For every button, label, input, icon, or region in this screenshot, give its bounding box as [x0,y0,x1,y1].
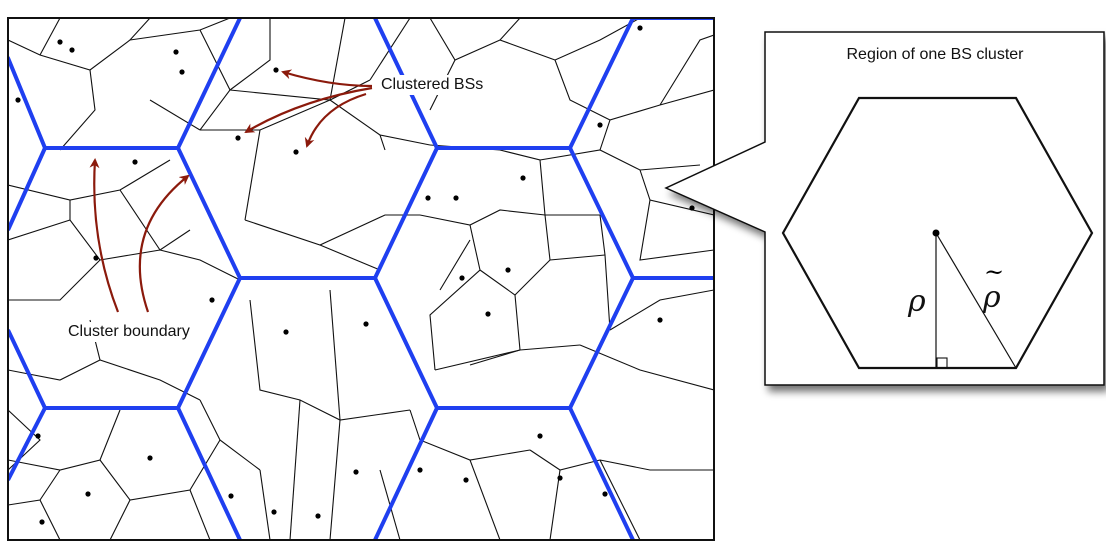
arrow-bs-3 [304,92,367,148]
cluster-boundary-label: Cluster boundary [62,322,196,342]
rho-tilde-symbol: ρ [983,280,1001,315]
clustered-bss-label: Clustered BSs [375,75,490,95]
rho-tilde-line [935,232,1017,369]
tessellation-frame [7,17,715,541]
arrow-bs-2 [244,86,373,134]
arrow-boundary-1 [89,158,120,313]
rho-symbol: ρ [908,284,926,319]
cluster-center-point [932,229,940,237]
right-angle-marker [936,357,948,369]
arrow-boundary-2 [138,174,190,313]
tilde-accent: ~ [984,258,1005,286]
base-stations [15,25,695,525]
annotation-arrows [89,69,373,313]
arrow-bs-1 [281,69,373,88]
cluster-boundaries [8,18,714,540]
panel-title: Region of one BS cluster [846,46,1024,63]
cluster-region-panel [664,31,1105,386]
